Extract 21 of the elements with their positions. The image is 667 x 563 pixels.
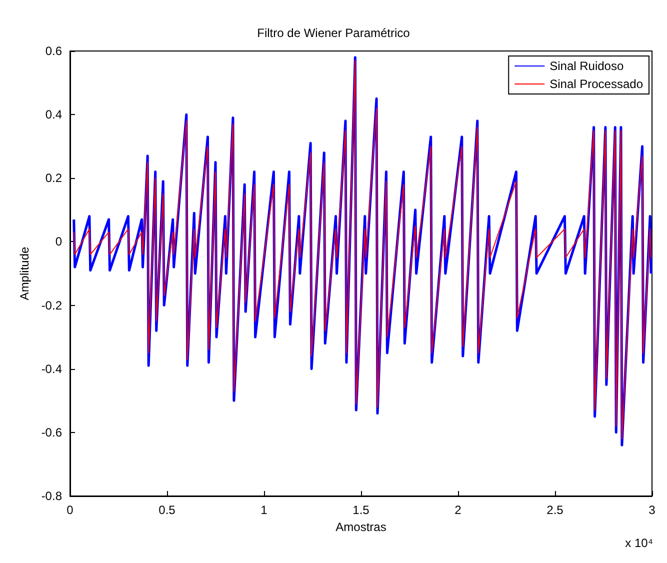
y-tick-label: 0.4	[45, 108, 62, 122]
x-tick-label: 0.5	[158, 503, 176, 517]
x-tick-label: 2.5	[546, 503, 564, 517]
y-tick-label: 0.2	[45, 171, 62, 186]
y-tick-label: -0.8	[41, 489, 62, 503]
y-axis-title: Amplitude	[17, 246, 32, 300]
text: x 10⁴	[625, 536, 654, 550]
y-tick-label: -0.6	[41, 425, 62, 440]
x-tick-label: 1.5	[352, 503, 370, 517]
y-tick-label: 0.6	[45, 44, 62, 58]
legend-label: Sinal Ruidoso	[550, 59, 624, 73]
legend-label: Sinal Processado	[550, 77, 644, 91]
chart-title: Filtro de Wiener Paramétrico	[257, 26, 410, 40]
y-tick-label: -0.4	[41, 362, 62, 376]
x-tick-label: 1	[260, 503, 268, 517]
x-tick-label: 0	[66, 503, 74, 517]
x-axis-title: Amostras	[336, 520, 386, 534]
y-tick-label: 0	[55, 234, 62, 249]
x-tick-label: 2	[454, 503, 462, 517]
x-tick-label: 3	[648, 503, 656, 517]
y-tick-label: -0.2	[41, 298, 62, 312]
